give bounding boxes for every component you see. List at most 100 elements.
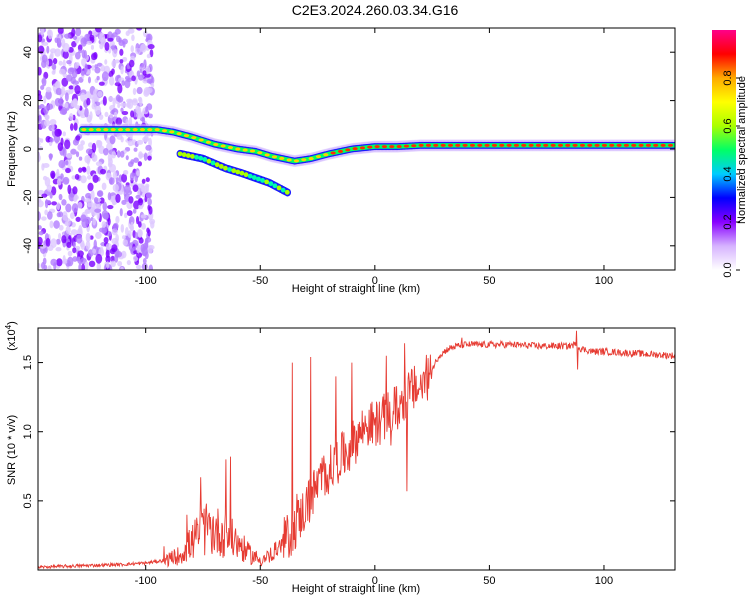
noise-speck [117, 96, 124, 103]
trace-peak [367, 145, 373, 149]
noise-speck [123, 184, 131, 194]
noise-speck [120, 136, 124, 143]
secondary-core [223, 165, 228, 171]
noise-speck [104, 59, 108, 65]
trace-peak [235, 147, 241, 151]
colorbar-tick-label: 0.0 [722, 262, 734, 277]
noise-speck [38, 236, 43, 246]
noise-speck [96, 262, 101, 270]
noise-speck [117, 260, 123, 267]
noise-speck [38, 66, 42, 76]
trace-peak [550, 143, 556, 147]
noise-speck [121, 80, 126, 86]
noise-speck [93, 196, 99, 204]
noise-speck [111, 59, 117, 68]
noise-speck [91, 53, 97, 61]
trace-peak [579, 143, 586, 147]
colorbar-bar [712, 30, 736, 270]
noise-speck [45, 90, 52, 100]
noise-speck [84, 198, 91, 203]
secondary-core [231, 168, 237, 174]
noise-speck [84, 261, 89, 270]
trace-peak [411, 144, 417, 148]
noise-speck [145, 87, 153, 94]
noise-speck [111, 151, 117, 159]
noise-speck [74, 51, 81, 60]
noise-speck [91, 65, 95, 71]
noise-speck [51, 70, 56, 75]
noise-speck [87, 182, 94, 192]
noise-speck [108, 48, 112, 54]
trace-peak [279, 156, 285, 160]
noise-speck [38, 114, 42, 124]
noise-speck [130, 248, 135, 253]
noise-speck [62, 254, 66, 265]
noise-speck [38, 105, 42, 110]
noise-speck [61, 38, 66, 49]
noise-speck [75, 135, 81, 141]
noise-speck [86, 165, 91, 175]
trace-peak [506, 143, 512, 147]
trace-peak [623, 143, 630, 147]
noise-speck [84, 154, 91, 164]
noise-speck [144, 251, 149, 260]
trace-peak [667, 143, 674, 147]
noise-speck [140, 214, 147, 219]
noise-speck [112, 171, 118, 180]
noise-speck [108, 157, 113, 166]
noise-speck [65, 153, 73, 159]
noise-speck [40, 262, 45, 270]
noise-speck [70, 229, 78, 236]
noise-speck [44, 199, 52, 205]
noise-speck [128, 59, 135, 68]
trace-peak [594, 143, 600, 147]
noise-speck [85, 91, 92, 101]
noise-speck [50, 238, 57, 248]
noise-speck [58, 68, 66, 75]
noise-speck [108, 76, 115, 86]
noise-speck [136, 139, 144, 145]
trace-peak [660, 143, 666, 147]
noise-speck [57, 142, 64, 151]
noise-speck [126, 210, 133, 217]
noise-speck [54, 128, 62, 137]
noise-speck [80, 37, 87, 47]
noise-speck [135, 194, 141, 199]
noise-speck [122, 56, 128, 62]
trace-peak [183, 134, 190, 138]
secondary-core [284, 189, 290, 195]
noise-speck [80, 70, 85, 76]
noise-speck [80, 140, 85, 146]
trace-peak [403, 144, 410, 148]
noise-speck [85, 208, 90, 214]
noise-speck [120, 65, 124, 75]
noise-speck [134, 232, 139, 240]
noise-speck [58, 224, 64, 231]
noise-speck [55, 247, 62, 252]
noise-speck [65, 74, 73, 82]
trace-peak [587, 143, 593, 147]
colorbar-tick-label: 0.4 [722, 166, 734, 181]
noise-speck [47, 103, 54, 110]
noise-speck [119, 48, 124, 56]
noise-speck [71, 203, 79, 213]
noise-speck [39, 244, 47, 249]
noise-speck [97, 91, 103, 98]
y-tick-label: 20 [22, 94, 34, 106]
trace-peak [220, 144, 226, 148]
noise-speck [64, 92, 69, 102]
noise-speck [38, 137, 42, 143]
noise-speck [102, 201, 108, 211]
noise-speck [64, 139, 71, 150]
trace-peak [396, 145, 402, 149]
noise-speck [105, 243, 112, 250]
noise-speck [58, 233, 62, 240]
spectrogram-y-axis: -40 -20 0 20 40 [22, 46, 675, 254]
noise-speck [136, 28, 143, 31]
noise-speck [51, 123, 55, 132]
noise-speck [49, 220, 54, 229]
noise-speck [68, 46, 74, 53]
secondary-core [198, 155, 204, 161]
trace-peak [169, 130, 175, 134]
noise-speck [46, 211, 53, 220]
